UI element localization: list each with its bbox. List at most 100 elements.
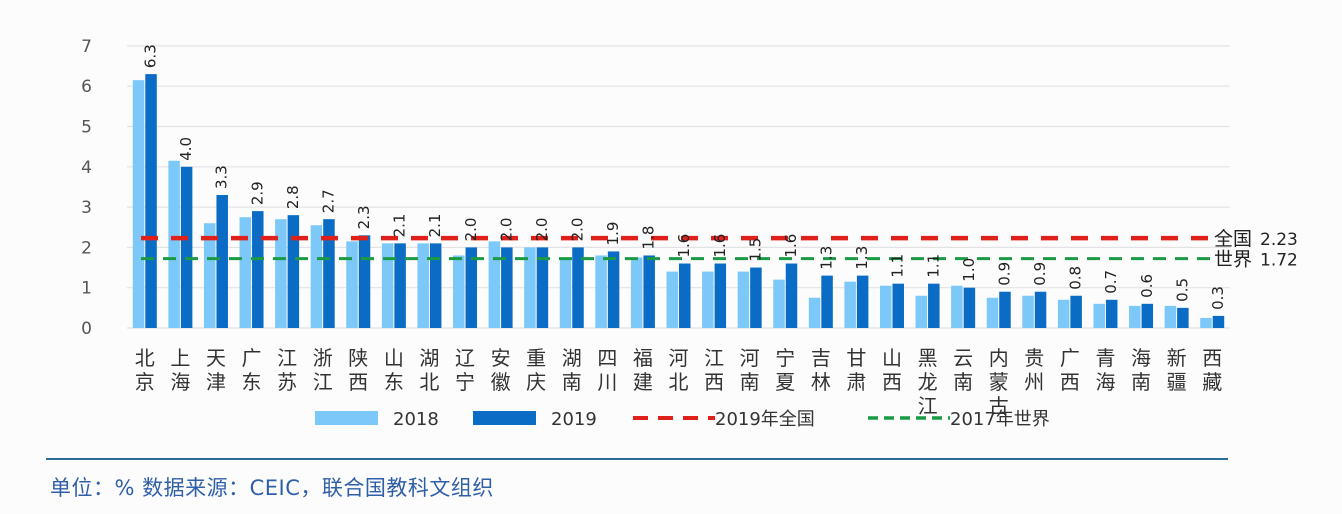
category-label: 肃 [846, 370, 866, 394]
data-label-2019: 2.0 [533, 218, 551, 242]
bar-2019 [536, 247, 549, 328]
data-label-2019: 1.3 [818, 246, 836, 270]
data-label-2019: 2.1 [426, 214, 444, 238]
data-label-2019: 2.0 [497, 218, 515, 242]
category-label: 江 [918, 394, 938, 418]
category-label: 湖 [419, 346, 439, 370]
category-label: 海 [1095, 370, 1115, 394]
source-note: 单位：% 数据来源：CEIC，联合国教科文组织 [50, 476, 494, 500]
data-label-2019: 2.0 [569, 218, 587, 242]
reference-annotations: 全国 2.23 世界 1.72 [1214, 228, 1298, 271]
reference-lines [141, 235, 1216, 261]
data-label-2019: 2.3 [355, 205, 373, 229]
category-label: 辽 [455, 346, 475, 370]
category-label: 北 [135, 346, 155, 370]
reference-annotation-label: 世界 [1214, 249, 1252, 271]
category-label: 东 [242, 370, 262, 394]
bar-2018 [168, 160, 180, 328]
category-label: 海 [1131, 346, 1151, 370]
category-label: 吉 [811, 346, 831, 370]
bar-2019 [607, 251, 620, 328]
bar-2019 [643, 255, 655, 328]
category-label: 南 [953, 370, 973, 394]
bar-2018 [1200, 317, 1212, 328]
category-label: 南 [740, 370, 760, 394]
reference-annotation-value: 1.72 [1260, 251, 1298, 271]
bar-2018 [986, 297, 999, 328]
category-label: 建 [633, 370, 653, 394]
data-label-2019: 1.1 [924, 254, 942, 278]
bar-2018 [1057, 299, 1070, 328]
bar-2019 [323, 219, 335, 328]
category-label: 北 [419, 370, 439, 394]
category-label: 内 [989, 346, 1009, 370]
bar-2018 [488, 241, 501, 328]
category-label: 陕 [348, 346, 368, 370]
bar-2018 [1022, 295, 1034, 328]
category-label: 海 [170, 370, 190, 394]
legend: 2018 2019 2019年全国 2017年世界 [315, 409, 1050, 430]
data-label-2019: 0.8 [1067, 266, 1085, 290]
bar-2018 [381, 243, 394, 328]
legend-label: 2019 [551, 409, 597, 430]
data-label-2019: 1.5 [746, 238, 764, 262]
category-label: 南 [1131, 370, 1151, 394]
data-label-2019: 4.0 [177, 137, 195, 161]
bar-2018 [879, 285, 892, 328]
category-label: 西 [1202, 346, 1222, 370]
category-label: 江 [277, 346, 297, 370]
y-tick-label: 3 [81, 198, 92, 218]
bar-2018 [595, 255, 607, 328]
data-label-2019: 2.7 [319, 189, 337, 213]
category-label: 青 [1095, 346, 1115, 370]
bar-2018 [1093, 303, 1105, 328]
y-tick-label: 2 [81, 238, 92, 258]
bar-series [132, 74, 1225, 328]
data-label-2019: 1.0 [960, 258, 978, 282]
bar-2019 [785, 263, 798, 328]
category-label: 西 [348, 370, 368, 394]
category-label: 疆 [1167, 370, 1187, 394]
data-labels: 6.3 4.0 3.3 2.9 2.8 2.7 2.3 2.1 2.1 2.0 2.0 2.0 2.0 1… [142, 44, 1227, 310]
category-label: 贵 [1024, 346, 1044, 370]
bar-2019 [679, 263, 691, 328]
bar-2019 [856, 275, 869, 328]
y-axis: 0 1 2 3 4 5 6 7 [81, 37, 92, 339]
bar-2018 [203, 223, 216, 328]
bar-chart: 0 1 2 3 4 5 6 7 6.3 4.0 3.3 2.9 2.8 2.7 2.3 2.1 2.1 2.0 2… [81, 37, 1298, 430]
data-label-2019: 0.9 [995, 262, 1013, 286]
data-label-2019: 2.0 [462, 218, 480, 242]
data-label-2019: 0.3 [1209, 286, 1227, 310]
data-label-2019: 2.8 [284, 185, 302, 209]
bar-2019 [1141, 303, 1154, 328]
category-label: 江 [313, 370, 333, 394]
y-tick-label: 0 [81, 319, 92, 339]
bar-2019 [963, 287, 976, 328]
data-label-2019: 2.9 [248, 181, 266, 205]
category-label: 重 [526, 346, 546, 370]
bar-2018 [773, 279, 785, 328]
category-label: 东 [384, 370, 404, 394]
category-label: 龙 [918, 370, 938, 394]
bar-2018 [453, 255, 465, 328]
legend-label: 2017年世界 [950, 409, 1050, 430]
bar-2019 [714, 263, 727, 328]
y-tick-label: 1 [81, 279, 92, 299]
category-label: 京 [135, 370, 155, 394]
bar-2019 [1105, 299, 1118, 328]
category-label: 苏 [277, 370, 297, 394]
y-tick-label: 6 [81, 77, 92, 97]
bar-2019 [821, 275, 833, 328]
bar-2018 [417, 243, 429, 328]
bar-2018 [310, 225, 323, 328]
data-label-2019: 2.1 [391, 214, 409, 238]
bar-2019 [252, 211, 264, 328]
data-label-2019: 3.3 [213, 165, 231, 189]
data-label-2019: 0.7 [1102, 270, 1120, 294]
bar-2019 [358, 235, 371, 328]
x-axis-categories: 北京上海天津广东江苏浙江陕西山东湖北辽宁安徽重庆湖南四川福建河北江西河南宁夏吉林… [135, 346, 1222, 418]
category-label: 西 [704, 370, 724, 394]
data-label-2019: 1.8 [640, 226, 658, 250]
bar-2018 [737, 271, 750, 328]
bar-2019 [1177, 307, 1189, 328]
